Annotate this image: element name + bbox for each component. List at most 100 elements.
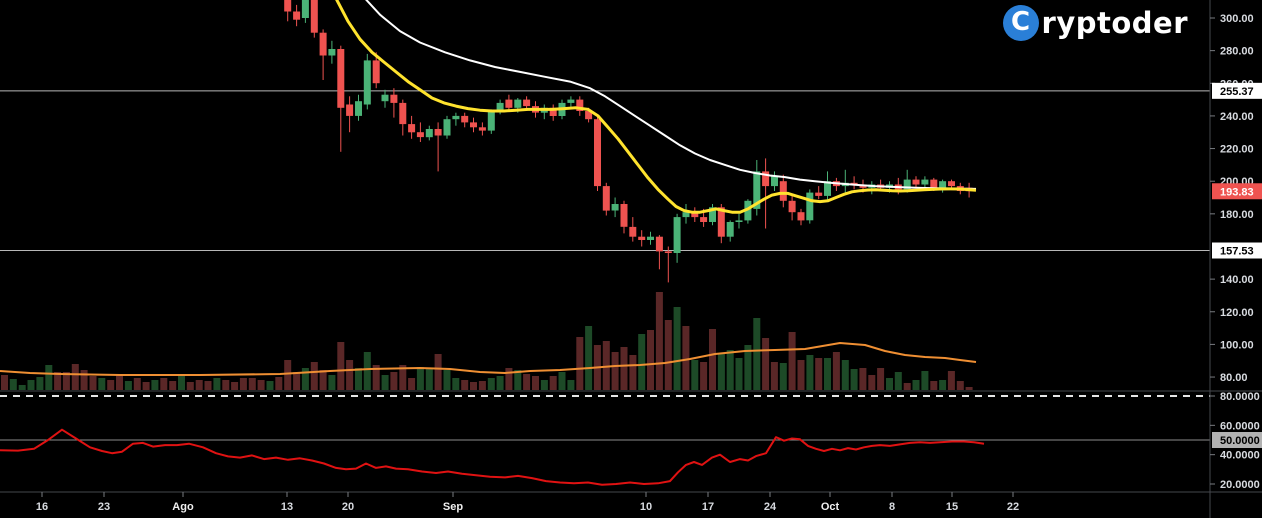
volume-bar	[576, 337, 584, 390]
time-tick-label: 15	[946, 501, 958, 513]
volume-bar	[894, 372, 902, 390]
rsi-line	[0, 428, 985, 486]
volume-bar	[903, 383, 911, 390]
ma-slow-line	[365, 0, 977, 190]
volume-bar	[54, 372, 62, 390]
candle-body	[611, 204, 619, 211]
volume-bar	[355, 368, 362, 390]
rsi-pane	[0, 395, 1210, 486]
volume-bar	[204, 381, 212, 390]
volume-bar	[815, 358, 823, 390]
volume-bar	[841, 360, 849, 390]
candle-body	[363, 60, 371, 105]
volume-bar	[36, 377, 44, 390]
volume-bar	[231, 382, 239, 390]
candle-body	[921, 179, 929, 185]
candle-body	[744, 200, 752, 221]
volume-bar	[939, 380, 947, 390]
volume-bar	[540, 380, 548, 390]
volume-bar	[956, 381, 964, 390]
candle-body	[673, 217, 681, 253]
time-axis[interactable]: 16 23 Ago 13 20 Sep 10 17 24 Oct 8 15 22	[36, 492, 1019, 513]
time-tick-label: Oct	[821, 501, 840, 513]
volume-bar	[532, 376, 539, 390]
volume-bar	[390, 372, 398, 390]
volume-bar	[408, 378, 416, 390]
rsi-tick-label: 60.0000	[1220, 420, 1260, 432]
candle-body	[478, 127, 486, 131]
volume-bar	[585, 326, 593, 390]
candle-body	[602, 186, 610, 211]
volume-bar	[133, 378, 141, 390]
candle-body	[691, 212, 699, 218]
volume-bar	[921, 371, 929, 390]
volume-bar	[310, 362, 318, 390]
candle-body	[753, 171, 761, 209]
candle-body	[903, 179, 911, 190]
candle-body	[461, 115, 469, 123]
candle-body	[682, 212, 690, 218]
candle-body	[496, 102, 504, 112]
candle-body	[576, 99, 584, 111]
candle-body	[434, 129, 442, 136]
candle-body	[514, 99, 522, 108]
volume-bar	[18, 385, 26, 390]
candle-body	[355, 101, 362, 116]
volume-bar	[930, 381, 938, 390]
candle-body	[806, 192, 814, 221]
candle-body	[797, 212, 805, 221]
candle-body	[717, 207, 725, 237]
price-tick-label: 100.00	[1220, 339, 1254, 351]
volume-bar	[549, 376, 557, 390]
ma-fast-line	[335, 0, 977, 214]
volume-bar	[452, 378, 460, 390]
time-tick-label: 22	[1007, 501, 1019, 513]
volume-bar	[523, 374, 531, 390]
time-tick-label: Ago	[172, 501, 194, 513]
volume-bar	[222, 380, 230, 390]
candle-body	[735, 220, 743, 222]
time-tick-label: 10	[640, 501, 652, 513]
volume-bar	[80, 370, 88, 390]
volume-bar	[753, 318, 761, 390]
candle-body	[930, 179, 938, 188]
volume-bar	[257, 380, 265, 390]
volume-bar	[912, 380, 920, 390]
volume-bar	[638, 334, 646, 390]
volume-bar	[859, 368, 867, 390]
volume-bar	[425, 368, 433, 390]
candle-body	[337, 49, 345, 108]
candle-body	[850, 182, 858, 185]
volume-bar	[319, 370, 327, 390]
candle-body	[399, 102, 407, 125]
rsi-tick-label: 40.0000	[1220, 450, 1260, 462]
last-price-tag: 193.83	[1220, 186, 1254, 198]
rsi-tick-label: 80.0000	[1220, 391, 1260, 403]
volume-bar	[45, 365, 53, 390]
candle-body	[709, 207, 716, 222]
volume-bar	[558, 372, 566, 390]
candle-body	[328, 49, 336, 56]
candle-body	[390, 94, 398, 103]
volume-bar	[89, 376, 97, 390]
volume-bar	[160, 378, 168, 390]
candle-body	[310, 0, 318, 33]
volume-bar	[443, 370, 451, 390]
volume-bar	[806, 355, 814, 390]
time-tick-label: 8	[889, 501, 895, 513]
volume-bar	[770, 362, 778, 390]
candle-body	[824, 181, 831, 196]
volume-bar	[797, 360, 805, 390]
rsi-tick-label: 20.0000	[1220, 479, 1260, 491]
candle-body	[815, 192, 823, 196]
price-axis[interactable]: 300.00280.00260.00240.00220.00200.00180.…	[1210, 13, 1262, 491]
brand-name: ryptoder	[1041, 6, 1188, 40]
candle-body	[425, 129, 433, 138]
volume-bar	[293, 372, 301, 390]
volume-bar	[691, 360, 699, 390]
candle-body	[487, 111, 495, 131]
candle-body	[346, 104, 354, 116]
time-tick-label: 13	[281, 501, 293, 513]
